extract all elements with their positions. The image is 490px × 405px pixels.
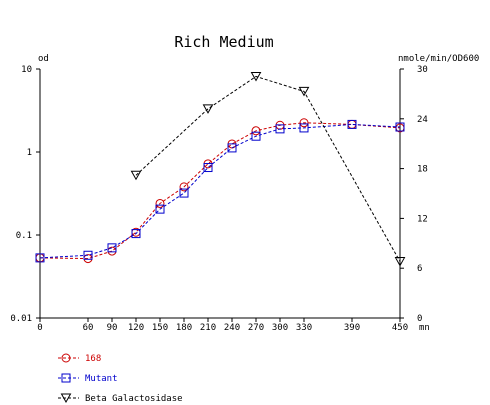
y-right-tick-label: 6: [417, 264, 422, 274]
y-left-tick-label: 0.01: [10, 314, 32, 324]
data-point: [251, 126, 261, 136]
x-tick-label: 450: [392, 323, 408, 333]
x-tick-label: 150: [152, 323, 168, 333]
data-point: [131, 229, 141, 239]
chart-title: Rich Medium: [174, 33, 273, 51]
data-point: [107, 243, 117, 253]
data-point: [347, 119, 357, 129]
x-tick-label: 60: [83, 323, 94, 333]
data-point: [227, 143, 237, 153]
data-point: [83, 250, 93, 260]
data-point: [275, 124, 285, 134]
right-axis-label: nmole/min/OD600: [398, 54, 479, 64]
x-tick-label: 300: [272, 323, 288, 333]
x-tick-label: 210: [200, 323, 216, 333]
y-left-tick-label: 1: [27, 148, 32, 158]
legend-item-1: Mutant: [58, 373, 118, 384]
data-point: [179, 188, 189, 198]
data-point: [35, 253, 45, 263]
x-tick-label: 90: [107, 323, 118, 333]
legend-label: Mutant: [85, 374, 118, 384]
data-point: [203, 163, 213, 173]
y-left-tick-label: 0.1: [16, 231, 32, 241]
legend-marker: [60, 393, 72, 404]
data-point: [251, 131, 261, 141]
x-tick-label: 270: [248, 323, 264, 333]
left-axis-label: od: [38, 54, 49, 64]
legend: 168 Mutant Beta Galactosidase: [58, 353, 183, 404]
x-tick-label: 390: [344, 323, 360, 333]
data-point: [155, 198, 165, 208]
x-axis-unit: mn: [419, 323, 430, 333]
y-right-tick-label: 30: [417, 65, 428, 75]
series-1: [35, 119, 405, 263]
series-line: [39, 122, 401, 260]
y-right-tick-label: 24: [417, 115, 428, 125]
legend-item-0: 168: [58, 353, 101, 364]
legend-label: Beta Galactosidase: [85, 394, 183, 404]
x-tick-label: 0: [37, 323, 42, 333]
data-point: [250, 71, 262, 82]
data-point: [394, 257, 406, 267]
x-tick-label: 330: [296, 323, 312, 333]
data-point: [155, 204, 165, 214]
x-tick-label: 240: [224, 323, 240, 333]
data-point: [130, 170, 142, 181]
y-right-tick-label: 18: [417, 165, 428, 175]
legend-marker: [61, 373, 71, 383]
x-tick-label: 120: [128, 323, 144, 333]
data-point: [179, 182, 189, 192]
data-point: [202, 104, 214, 114]
plot-area: [35, 71, 406, 267]
y-right-tick-label: 12: [417, 214, 428, 224]
series-line: [135, 75, 401, 262]
series-line: [39, 123, 401, 259]
legend-item-2: Beta Galactosidase: [58, 393, 183, 404]
data-point: [298, 86, 310, 97]
data-point: [299, 123, 309, 133]
y-left-tick-label: 10: [21, 65, 32, 75]
data-point: [395, 122, 405, 132]
y-right-tick-label: 0: [417, 314, 422, 324]
data-point: [299, 118, 309, 128]
x-tick-label: 180: [176, 323, 192, 333]
series-2: [130, 71, 406, 267]
axes: 0 60 90 120 150 180 210 240 270 300 330 390 4500.010…: [10, 65, 428, 333]
legend-marker: [61, 353, 71, 363]
series-0: [35, 118, 405, 264]
legend-label: 168: [85, 354, 101, 364]
